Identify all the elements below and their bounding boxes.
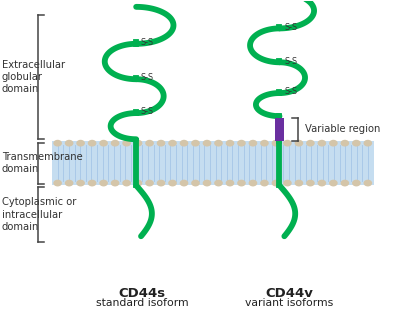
Circle shape	[226, 140, 234, 147]
Circle shape	[329, 180, 338, 186]
Circle shape	[237, 180, 246, 186]
Circle shape	[329, 140, 338, 147]
Circle shape	[352, 180, 361, 186]
Circle shape	[53, 180, 62, 186]
Circle shape	[122, 180, 131, 186]
Circle shape	[76, 140, 85, 147]
Text: Transmembrane
domain: Transmembrane domain	[2, 152, 83, 174]
Circle shape	[318, 180, 326, 186]
Circle shape	[157, 180, 165, 186]
Circle shape	[272, 180, 280, 186]
Circle shape	[260, 180, 269, 186]
Circle shape	[203, 180, 211, 186]
Text: variant isoforms: variant isoforms	[245, 298, 334, 308]
Circle shape	[237, 140, 246, 147]
Circle shape	[364, 140, 372, 147]
Circle shape	[283, 140, 292, 147]
Circle shape	[272, 140, 280, 147]
Circle shape	[249, 180, 257, 186]
Circle shape	[214, 180, 223, 186]
Text: S-S: S-S	[284, 56, 297, 65]
Circle shape	[306, 180, 315, 186]
Circle shape	[226, 180, 234, 186]
Circle shape	[111, 140, 119, 147]
Circle shape	[88, 180, 96, 186]
Circle shape	[88, 140, 96, 147]
Circle shape	[168, 180, 177, 186]
Bar	[52, 141, 374, 185]
Circle shape	[294, 140, 303, 147]
Circle shape	[65, 180, 74, 186]
Text: CD44s: CD44s	[118, 287, 166, 300]
Circle shape	[260, 140, 269, 147]
Circle shape	[180, 140, 188, 147]
Text: Cytoplasmic or
intracellular
domain: Cytoplasmic or intracellular domain	[2, 197, 76, 232]
Circle shape	[283, 180, 292, 186]
Circle shape	[145, 140, 154, 147]
Circle shape	[294, 180, 303, 186]
Text: S-S: S-S	[284, 23, 297, 32]
Circle shape	[111, 180, 119, 186]
Circle shape	[364, 180, 372, 186]
Circle shape	[53, 140, 62, 147]
Text: S-S: S-S	[141, 73, 154, 82]
Circle shape	[249, 140, 257, 147]
Circle shape	[134, 140, 142, 147]
Circle shape	[99, 180, 108, 186]
Circle shape	[340, 180, 349, 186]
Circle shape	[65, 140, 74, 147]
Circle shape	[145, 180, 154, 186]
Circle shape	[99, 140, 108, 147]
Text: S-S: S-S	[141, 38, 154, 47]
Circle shape	[191, 180, 200, 186]
Circle shape	[76, 180, 85, 186]
Circle shape	[352, 140, 361, 147]
Circle shape	[214, 140, 223, 147]
Circle shape	[168, 140, 177, 147]
Text: Extracellular
globular
domain: Extracellular globular domain	[2, 60, 65, 94]
Circle shape	[180, 180, 188, 186]
Text: CD44v: CD44v	[265, 287, 313, 300]
Bar	[275, 118, 284, 141]
Text: Variable region: Variable region	[306, 124, 381, 134]
Circle shape	[134, 180, 142, 186]
Text: standard isoform: standard isoform	[96, 298, 188, 308]
Circle shape	[340, 140, 349, 147]
Circle shape	[203, 140, 211, 147]
Circle shape	[318, 140, 326, 147]
Text: S-S: S-S	[284, 87, 297, 96]
Circle shape	[157, 140, 165, 147]
Circle shape	[122, 140, 131, 147]
Circle shape	[191, 140, 200, 147]
Circle shape	[306, 140, 315, 147]
Text: S-S: S-S	[141, 107, 154, 116]
